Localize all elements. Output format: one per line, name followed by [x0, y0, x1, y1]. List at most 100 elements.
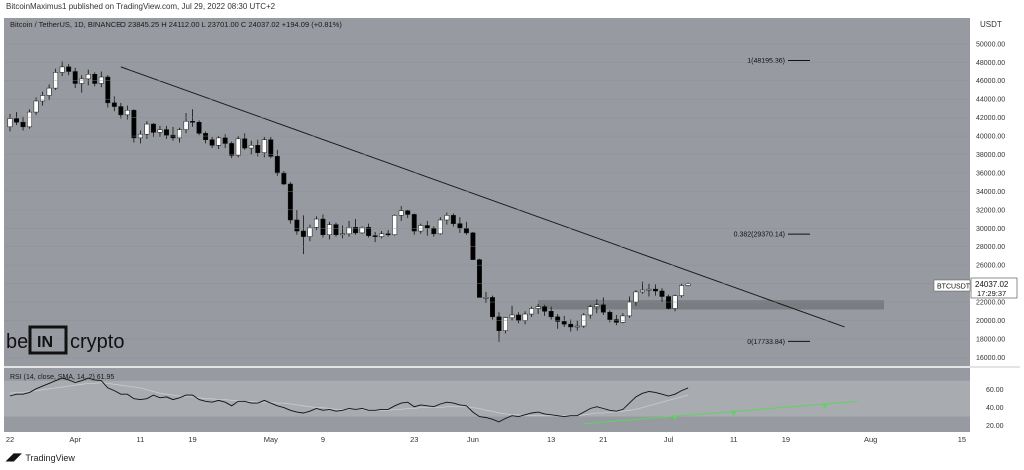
time-axis[interactable]	[4, 432, 970, 448]
candle	[248, 140, 254, 155]
candle	[170, 126, 176, 141]
x-tick-label: 19	[782, 435, 790, 444]
candle	[7, 113, 13, 132]
candle-body-down	[294, 219, 300, 232]
y-tick-label: 22000.00	[976, 300, 1005, 307]
candle	[98, 71, 104, 88]
candle-body-down	[281, 172, 287, 185]
candle-body-down	[300, 230, 306, 237]
candle	[653, 284, 658, 296]
candle-body-up	[620, 315, 626, 323]
x-tick-label: 23	[410, 435, 418, 444]
candle-body-down	[170, 134, 176, 139]
candle-body-down	[516, 314, 522, 321]
y-tick-label: 46000.00	[976, 78, 1005, 85]
candle-body-down	[490, 297, 495, 318]
candle	[281, 171, 287, 185]
candle-body-up	[529, 308, 535, 315]
candle-body-up	[340, 233, 345, 236]
support-zone	[538, 300, 884, 310]
candle-body-up	[398, 210, 404, 216]
candle-body-down	[255, 145, 261, 153]
candle	[587, 304, 593, 319]
candle-body-down	[372, 235, 378, 237]
candle	[307, 224, 313, 242]
candle-body-down	[405, 210, 411, 215]
candle-body-down	[457, 223, 463, 229]
candle	[320, 214, 326, 238]
candle	[646, 283, 652, 297]
candle	[561, 315, 567, 327]
candle	[555, 314, 561, 329]
candle	[229, 141, 235, 159]
rsi-band	[4, 380, 970, 417]
tradingview-footer: ◢◤ TradingView	[6, 452, 75, 463]
candle-body-up	[633, 291, 639, 303]
candle-body-up	[685, 283, 691, 286]
candle	[496, 312, 502, 342]
tradingview-wordmark: TradingView	[25, 452, 75, 463]
chart-frame[interactable]: 1(48195.36) 0.382(29370.14) 0(17733.84) 50…	[4, 18, 1020, 448]
candle-body-up	[313, 218, 319, 228]
candle	[542, 304, 548, 316]
candle	[105, 75, 111, 108]
candle	[490, 295, 495, 320]
candle	[313, 216, 319, 231]
candle	[437, 217, 443, 235]
x-tick-label: Aug	[864, 435, 877, 444]
candle	[157, 125, 163, 137]
candle-body-down	[131, 109, 137, 139]
y-tick-label: 50000.00	[976, 41, 1005, 48]
candle	[679, 283, 685, 298]
candle-body-down	[320, 218, 326, 235]
candle-body-down	[118, 106, 124, 116]
candle-body-down	[607, 311, 613, 320]
candle-body-up	[392, 215, 398, 235]
candle-body-down	[105, 76, 111, 104]
divergence-arrow-icon	[822, 403, 828, 409]
price-pane[interactable]	[4, 18, 970, 366]
candle-body-up	[503, 317, 508, 331]
svg-text:be: be	[6, 331, 28, 353]
candle	[190, 109, 196, 127]
rsi-line	[9, 377, 689, 423]
candle-body-down	[659, 290, 665, 297]
candle-body-down	[242, 138, 248, 149]
candle-body-down	[542, 306, 548, 312]
candle-body-up	[379, 233, 385, 237]
candle-body-down	[555, 316, 561, 322]
candle	[111, 96, 117, 112]
divergence-arrow-icon	[730, 410, 737, 416]
x-tick-label: 19	[188, 435, 196, 444]
x-tick-label: 11	[730, 435, 738, 444]
candle	[470, 231, 476, 260]
candle-body-down	[653, 288, 658, 292]
candle	[150, 123, 156, 137]
candle	[46, 84, 52, 101]
x-tick-label: 9	[321, 435, 325, 444]
candle	[203, 131, 209, 144]
candle-body-down	[14, 118, 19, 123]
candle	[509, 305, 515, 321]
candle-body-down	[353, 227, 359, 234]
y-tick-label: 48000.00	[976, 60, 1005, 67]
symbol-tag-label: BTCUSDT	[937, 284, 971, 291]
candle-body-up	[346, 227, 352, 235]
candle	[359, 226, 365, 234]
candle	[659, 288, 665, 303]
chart-svg[interactable]: 1(48195.36) 0.382(29370.14) 0(17733.84) 50…	[4, 18, 1020, 448]
candle	[476, 258, 482, 298]
candle-body-down	[222, 137, 228, 144]
y-tick-label: 28000.00	[976, 244, 1005, 251]
candle	[85, 69, 91, 86]
candle-body-up	[7, 118, 13, 128]
y-tick-label: 32000.00	[976, 207, 1005, 214]
candle-body-down	[111, 102, 117, 107]
candle	[183, 113, 189, 134]
candle-body-up	[327, 224, 332, 235]
price-axis[interactable]	[970, 18, 1020, 432]
candle	[340, 225, 345, 239]
candle	[333, 222, 339, 237]
y-tick-label: 42000.00	[976, 115, 1005, 122]
candle	[535, 303, 541, 315]
